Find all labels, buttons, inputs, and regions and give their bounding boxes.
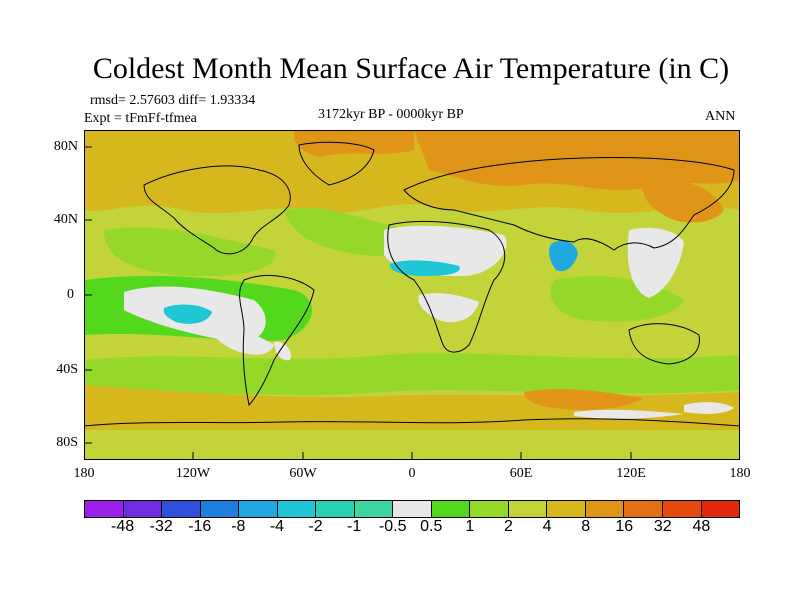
lon-label-0: 0 xyxy=(408,466,416,481)
lon-label-180e: 180 xyxy=(729,466,751,481)
colorbar-tick-label: 8 xyxy=(581,518,591,535)
field-south-green xyxy=(84,353,740,395)
field-antarctic-coast-neutral-2 xyxy=(684,402,734,414)
lat-label-80n: 80N xyxy=(53,139,78,154)
colorbar-tick-label: -2 xyxy=(308,518,323,535)
field-east-asia-hot xyxy=(643,178,724,223)
colorbar-swatch xyxy=(200,501,240,517)
coast-greenland xyxy=(298,141,375,186)
colorbar-tick-label: 48 xyxy=(692,518,711,535)
colorbar-tick-label: -4 xyxy=(269,518,285,535)
coast-africa xyxy=(387,220,506,353)
coast-australia xyxy=(628,323,700,365)
lat-label-80s: 80S xyxy=(56,435,78,450)
colorbar-swatch xyxy=(85,501,124,517)
colorbar-swatch xyxy=(701,501,740,517)
field-india-cool xyxy=(549,240,578,272)
field-eastern-pacific-cool xyxy=(163,304,212,324)
lon-label-180w: 180 xyxy=(73,466,95,481)
coastlines xyxy=(84,141,740,427)
map-plot xyxy=(84,130,740,460)
colorbar-swatch xyxy=(277,501,317,517)
map-svg xyxy=(84,130,740,460)
colorbar-swatch xyxy=(123,501,163,517)
colorbar-swatch xyxy=(393,501,432,517)
axis-ticks xyxy=(84,146,632,460)
lat-label-0: 0 xyxy=(67,287,74,302)
colorbar-swatch xyxy=(585,501,625,517)
season-label: ANN xyxy=(705,109,736,124)
lon-label-60e: 60E xyxy=(509,466,533,481)
lon-label-120w: 120W xyxy=(175,466,211,481)
colorbar-swatch xyxy=(624,501,663,517)
colorbar-swatch xyxy=(162,501,201,517)
coast-antarctica xyxy=(84,418,740,427)
coast-eurasia xyxy=(403,157,735,251)
field-congo-neutral xyxy=(418,293,479,323)
colorbar-tick-label: 2 xyxy=(504,518,513,535)
colorbar-swatch xyxy=(470,501,509,517)
field-eurasia-hot xyxy=(414,130,740,191)
colorbar-tick-label: -16 xyxy=(188,518,212,535)
colorbar-tick-label: -48 xyxy=(111,518,135,535)
field-antarctica xyxy=(84,430,740,460)
field-southern-ocean-hot xyxy=(524,389,644,410)
colorbar-swatch xyxy=(547,501,586,517)
map-title: Coldest Month Mean Surface Air Temperatu… xyxy=(92,52,730,85)
lat-label-40s: 40S xyxy=(56,362,78,377)
colorbar-tick-label: 1 xyxy=(465,518,475,535)
colorbar-swatch xyxy=(239,501,278,517)
field-pacific-green xyxy=(104,227,276,277)
field-antarctic-coast-neutral xyxy=(574,409,684,419)
colorbar xyxy=(84,500,740,518)
colorbar-tick-label: 0.5 xyxy=(420,518,443,535)
colorbar-swatch xyxy=(508,501,548,517)
field-south-america-neutral xyxy=(274,341,291,361)
period-label: 3172kyr BP - 0000kyr BP xyxy=(318,107,464,122)
colorbar-tick-label: -8 xyxy=(231,518,246,535)
colorbar-swatch xyxy=(354,501,394,517)
colorbar-tick-label: -32 xyxy=(149,518,173,535)
colorbar-tick-label: 4 xyxy=(542,518,552,535)
coast-south-america xyxy=(239,274,315,407)
field-greenland-hot xyxy=(294,130,414,157)
colorbar-tick-label: 32 xyxy=(653,518,672,535)
lat-label-40n: 40N xyxy=(53,212,78,227)
experiment-line: Expt = tFmFf-tfmea xyxy=(84,111,197,126)
colorbar-swatch xyxy=(431,501,471,517)
lon-label-60w: 60W xyxy=(289,466,317,481)
colorbar-swatch xyxy=(316,501,355,517)
colorbar-swatch xyxy=(662,501,702,517)
field-south-pacific-neutral xyxy=(213,328,274,355)
colorbar-tick-label: -1 xyxy=(346,518,362,535)
colorbar-tick-label: 16 xyxy=(615,518,634,535)
coast-north-america xyxy=(143,165,291,255)
field-southeast-asia-neutral xyxy=(627,227,684,298)
stats-line: rmsd= 2.57603 diff= 1.93334 xyxy=(90,93,256,108)
field-sahara-cool xyxy=(389,260,460,276)
colorbar-tick-label: -0.5 xyxy=(378,518,407,535)
lon-label-120e: 120E xyxy=(616,466,646,481)
